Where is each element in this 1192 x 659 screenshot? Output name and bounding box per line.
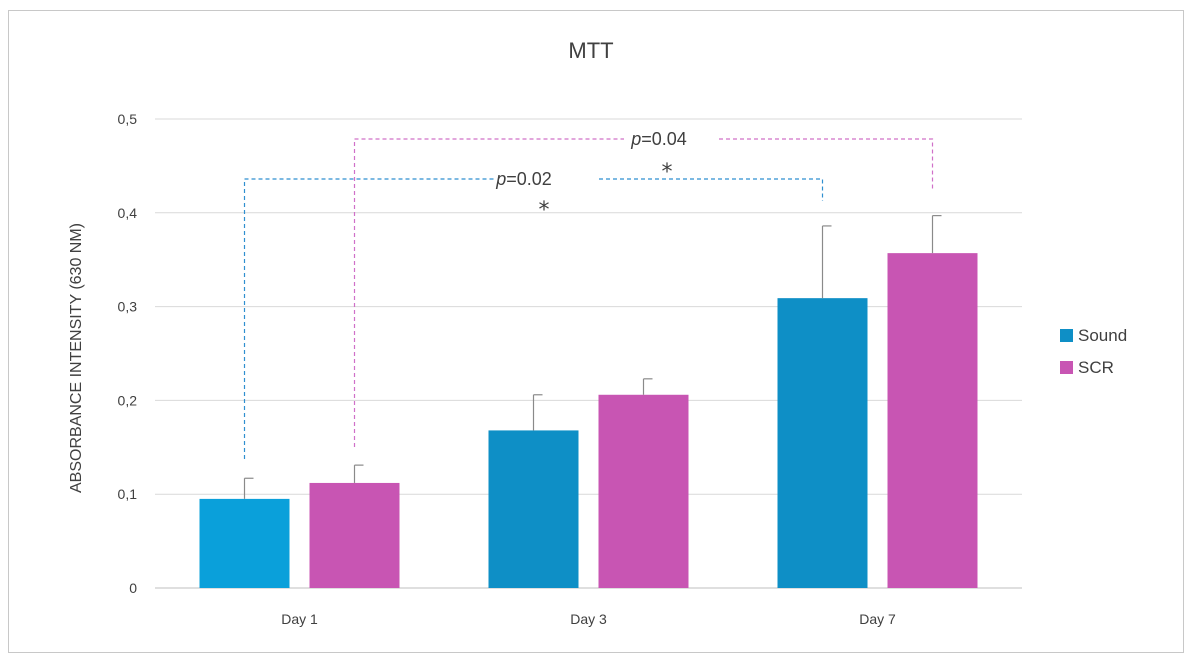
significance-star: *: [539, 198, 550, 223]
p-value-label: p=0.04: [630, 129, 687, 149]
legend-label: SCR: [1078, 358, 1114, 377]
bar-chart: MTT ABSORBANCE INTENSITY (630 NM) p=0.02…: [68, 38, 1127, 627]
legend: Sound SCR: [1060, 326, 1127, 377]
legend-swatch: [1060, 361, 1073, 374]
legend-swatch: [1060, 329, 1073, 342]
significance-annotations: p=0.02 * p=0.04 *: [243, 129, 934, 459]
y-tick-label: 0,1: [118, 486, 138, 502]
bar-scr-day-7: [887, 253, 978, 588]
legend-label: Sound: [1078, 326, 1127, 345]
bar-scr-day-3: [598, 394, 689, 588]
gridlines: [155, 118, 1022, 589]
tick-labels: 0 0,1 0,2 0,3 0,4 0,5 Day 1 Day 3 Day 7: [118, 111, 896, 627]
x-tick-label: Day 1: [281, 611, 318, 627]
significance-bracket: [719, 138, 934, 191]
bars: [199, 253, 978, 588]
chart-frame: MTT ABSORBANCE INTENSITY (630 NM) p=0.02…: [8, 10, 1184, 653]
significance-bracket: [243, 178, 494, 459]
bar-sound-day-3: [488, 430, 579, 588]
y-tick-label: 0,5: [118, 111, 138, 127]
bar-sound-day-7: [777, 298, 868, 588]
significance-bracket: [353, 138, 624, 447]
significance-star: *: [662, 160, 673, 185]
y-axis-title: ABSORBANCE INTENSITY (630 NM): [68, 223, 85, 493]
chart-title: MTT: [568, 38, 613, 63]
bar-sound-day-1: [199, 498, 290, 588]
y-tick-label: 0,4: [118, 205, 138, 221]
p-value-label: p=0.02: [495, 169, 552, 189]
y-tick-label: 0,2: [118, 392, 138, 408]
y-tick-label: 0: [129, 580, 137, 596]
error-bars: [243, 215, 942, 499]
y-tick-label: 0,3: [118, 299, 138, 315]
x-tick-label: Day 7: [859, 611, 896, 627]
bar-scr-day-1: [309, 482, 400, 588]
significance-bracket: [599, 178, 824, 201]
x-tick-label: Day 3: [570, 611, 607, 627]
